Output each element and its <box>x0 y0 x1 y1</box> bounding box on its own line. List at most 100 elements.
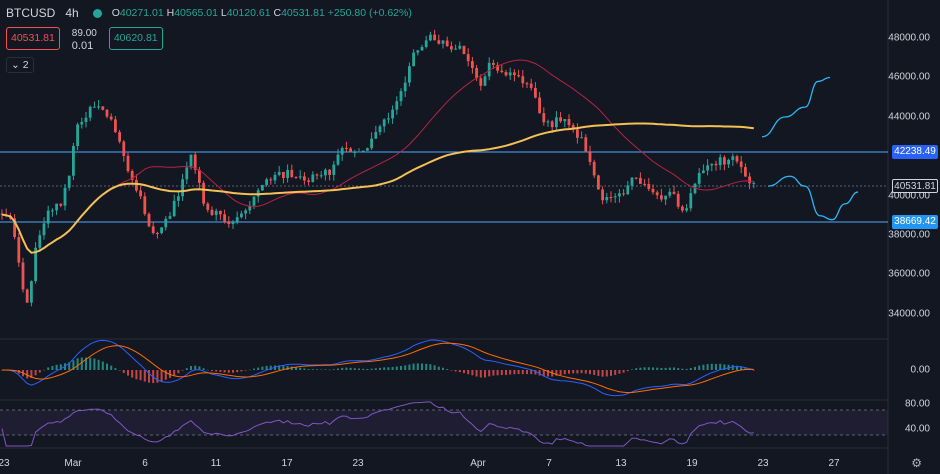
candle-body <box>88 106 92 118</box>
candle-body <box>223 214 226 222</box>
indicators-count: 2 <box>22 59 29 71</box>
candle-body <box>513 72 516 76</box>
time-tick: 27 <box>828 458 840 469</box>
resistance-price-tag[interactable]: 42238.49 <box>892 145 938 159</box>
candle-body <box>420 46 424 51</box>
candle-body <box>739 161 743 168</box>
candle-body <box>618 193 621 197</box>
macd-bar <box>248 369 251 371</box>
macd-bar <box>589 370 591 375</box>
macd-bar <box>206 369 209 371</box>
macd-bar <box>660 367 663 370</box>
candle-body <box>25 289 29 303</box>
candle-body <box>202 182 205 204</box>
time-tick: Mar <box>64 458 82 469</box>
candle-body <box>416 50 420 53</box>
candle-body <box>681 206 684 211</box>
macd-bar <box>173 370 176 376</box>
candle-body <box>555 117 558 128</box>
sell-button[interactable]: 40531.81 <box>6 27 60 50</box>
macd-bar <box>652 367 654 370</box>
candle-body <box>429 34 432 41</box>
macd-bar <box>584 370 587 374</box>
candle-body <box>17 237 21 263</box>
macd-bar <box>139 370 142 381</box>
macd-bar <box>43 369 45 371</box>
candle-body <box>147 213 151 227</box>
macd-bar <box>467 370 470 375</box>
candle-body <box>156 232 159 234</box>
macd-bar <box>572 370 575 374</box>
candle-body <box>303 176 306 181</box>
candle-body <box>261 184 264 191</box>
candle-body <box>294 177 298 179</box>
macd-bar <box>118 370 121 371</box>
macd-bar <box>647 367 650 370</box>
candle-body <box>651 188 655 193</box>
macd-bar <box>379 367 381 370</box>
candle-body <box>462 45 466 55</box>
macd-bar <box>563 370 566 375</box>
candle-body <box>412 52 415 67</box>
macd-bar <box>614 370 617 375</box>
gear-icon[interactable]: ⚙ <box>911 456 922 470</box>
macd-bar <box>416 363 419 370</box>
macd-bar <box>446 369 449 370</box>
macd-bar <box>324 369 327 370</box>
macd-bar <box>89 357 92 370</box>
symbol-name[interactable]: BTCUSD <box>6 6 56 20</box>
candle-body <box>685 208 688 211</box>
candle-body <box>601 189 604 201</box>
candle-body <box>0 213 4 215</box>
macd-bar <box>580 370 583 374</box>
macd-bar <box>391 366 394 370</box>
candle-body <box>475 67 478 79</box>
candle-body <box>639 177 642 184</box>
candle-body <box>563 119 567 122</box>
long-moving-average <box>1 122 754 254</box>
macd-bar <box>55 364 58 370</box>
macd-bar <box>232 370 234 373</box>
macd-bar <box>353 368 356 370</box>
macd-bar <box>547 370 549 377</box>
candle-body <box>588 151 592 162</box>
macd-bar <box>631 369 633 370</box>
candle-body <box>357 151 361 153</box>
macd-bar <box>475 370 478 377</box>
support-price-tag[interactable]: 38669.42 <box>892 215 938 229</box>
macd-bar <box>559 370 562 376</box>
timeframe[interactable]: 4h <box>65 6 79 20</box>
macd-bar <box>622 370 625 373</box>
macd-bar <box>51 365 54 370</box>
candle-body <box>374 132 378 139</box>
candle-body <box>597 175 600 190</box>
macd-bar <box>400 365 402 370</box>
candle-body <box>13 218 16 238</box>
macd-bar <box>47 367 50 370</box>
candle-body <box>139 190 142 197</box>
macd-bar <box>387 367 390 370</box>
rsi-line <box>1 401 754 447</box>
macd-bar <box>240 370 243 372</box>
candle-body <box>105 109 109 117</box>
macd-bar <box>85 357 87 370</box>
price-tick: 34000.00 <box>888 308 930 320</box>
macd-bar <box>538 370 541 376</box>
macd-bar <box>694 366 696 370</box>
spread-bottom: 0.01 <box>71 40 94 52</box>
macd-bar <box>202 368 205 370</box>
macd-bar <box>341 367 344 370</box>
buy-button[interactable]: 40620.81 <box>108 27 163 50</box>
macd-line <box>1 339 754 397</box>
macd-bar <box>643 367 646 370</box>
indicators-toggle[interactable]: ⌄ 2 <box>6 57 34 73</box>
macd-bar <box>673 367 675 370</box>
macd-bar <box>38 370 41 373</box>
candle-body <box>353 151 357 153</box>
macd-bar <box>316 369 318 370</box>
time-tick: 6 <box>142 458 148 469</box>
candle-body <box>492 62 495 65</box>
macd-bar <box>710 363 713 370</box>
rsi-tick: 80.00 <box>904 398 930 410</box>
